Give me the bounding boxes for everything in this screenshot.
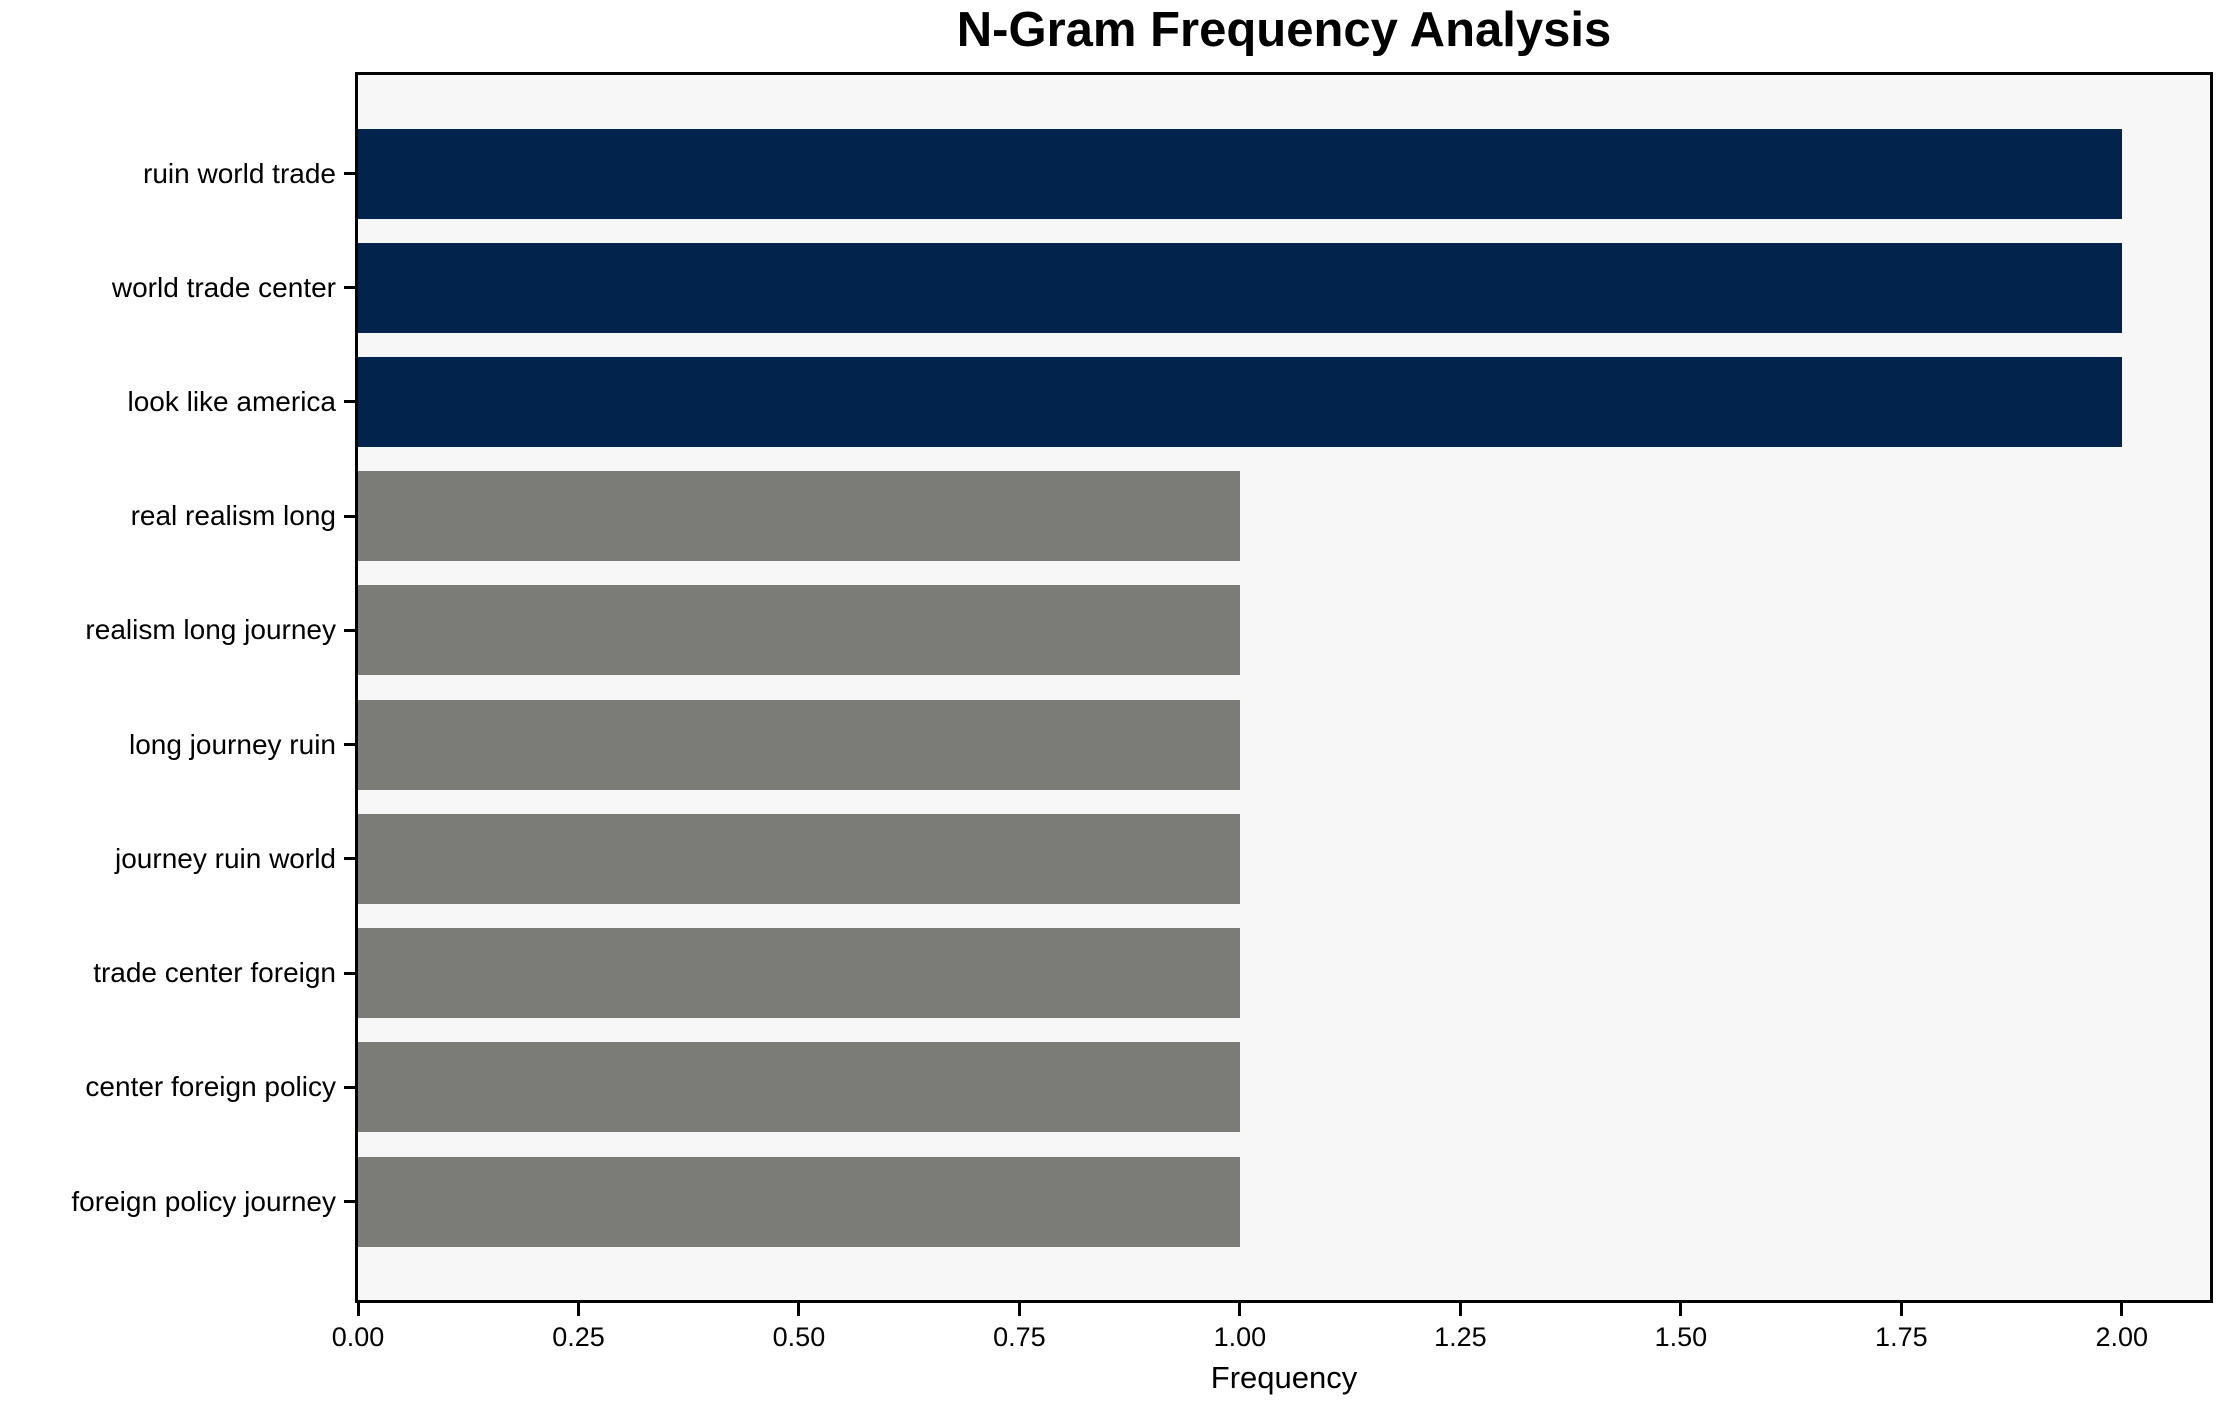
x-tick-label: 2.00 [2095, 1322, 2149, 1352]
x-tick-mark [576, 1303, 580, 1316]
y-tick-mark [344, 743, 355, 747]
x-tick-mark [1679, 1303, 1683, 1316]
y-tick-mark [344, 172, 355, 175]
y-tick-mark [344, 628, 355, 632]
y-tick-label: ruin world trade [143, 157, 336, 189]
x-tick-label: 1.25 [1434, 1322, 1487, 1352]
y-tick-label: real realism long [130, 500, 336, 532]
y-tick-label: realism long journey [85, 614, 336, 646]
bar [358, 699, 1240, 790]
bar [358, 1156, 1240, 1247]
bar [358, 128, 2122, 219]
x-tick-label: 0.00 [331, 1322, 385, 1352]
x-tick-mark [797, 1303, 801, 1316]
bar [358, 813, 1240, 904]
bar [358, 1042, 1240, 1133]
x-tick-mark [1238, 1303, 1242, 1316]
chart-title: N-Gram Frequency Analysis [956, 3, 1612, 57]
y-tick-mark [344, 286, 355, 290]
y-tick-label: long journey ruin [128, 728, 336, 760]
x-tick-mark [1899, 1303, 1903, 1316]
x-tick-label: 1.00 [1213, 1322, 1267, 1352]
y-tick-label: trade center foreign [93, 957, 336, 989]
x-tick-mark [2120, 1303, 2124, 1316]
x-axis-label: Frequency [1210, 1360, 1358, 1395]
bar [358, 242, 2122, 333]
y-tick-label: journey ruin world [115, 842, 336, 874]
bar [358, 928, 1240, 1019]
y-tick-label: world trade center [111, 271, 336, 303]
bar [358, 471, 1240, 562]
y-tick-mark [344, 971, 355, 975]
x-tick-mark [1458, 1303, 1462, 1316]
y-tick-label: look like america [127, 385, 336, 417]
x-tick-mark [356, 1303, 360, 1316]
y-tick-mark [344, 857, 355, 861]
y-tick-mark [344, 514, 355, 518]
y-tick-mark [344, 1200, 355, 1203]
x-tick-label: 1.75 [1875, 1322, 1928, 1352]
y-tick-label: foreign policy journey [71, 1185, 336, 1217]
y-tick-mark [344, 400, 355, 404]
bars-layer [358, 75, 2210, 1300]
x-tick-mark [1017, 1303, 1021, 1316]
x-tick-label: 1.50 [1654, 1322, 1708, 1352]
y-tick-label: center foreign policy [85, 1071, 336, 1103]
bar [358, 585, 1240, 676]
y-tick-mark [344, 1085, 355, 1089]
x-tick-label: 0.75 [993, 1322, 1046, 1352]
x-tick-label: 0.25 [552, 1322, 605, 1352]
x-tick-label: 0.50 [772, 1322, 826, 1352]
bar [358, 356, 2122, 447]
plot-area [355, 72, 2213, 1303]
